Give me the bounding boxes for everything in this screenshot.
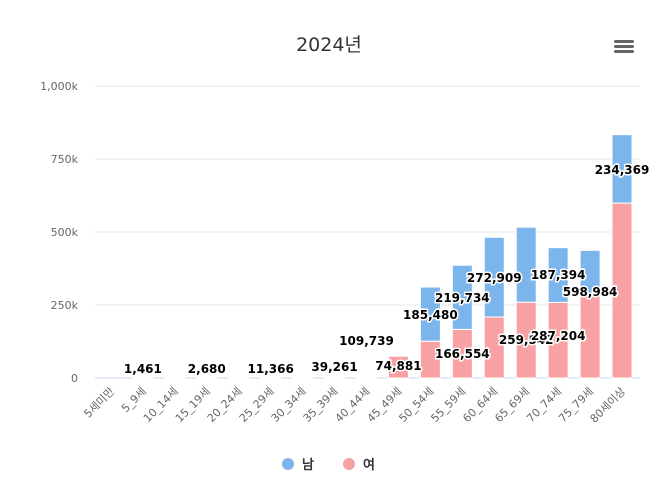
bar-male <box>483 236 505 318</box>
data-label: 259,542 <box>499 333 554 347</box>
y-tick-label: 750k <box>51 153 79 166</box>
x-tick-label: 80세이상 <box>588 385 629 426</box>
data-label: 272,909 <box>467 271 522 285</box>
data-label: 109,739 <box>339 334 394 348</box>
x-tick-label: 5_9세 <box>119 385 149 415</box>
y-tick-label: 1,000k <box>40 80 78 93</box>
hamburger-menu-icon[interactable] <box>614 38 634 56</box>
data-label: 2,680 <box>188 362 226 376</box>
data-label: 39,261 <box>311 360 357 374</box>
legend-label-male: 남 <box>302 458 314 473</box>
data-label: 287,204 <box>531 329 586 343</box>
data-label: 11,366 <box>248 362 294 376</box>
data-label: 1,461 <box>124 362 162 376</box>
bar-male <box>419 286 441 342</box>
bar-male <box>515 226 537 303</box>
bar-male <box>451 264 473 330</box>
bar-male <box>547 247 569 303</box>
legend-item-male[interactable]: 남 <box>282 454 314 473</box>
legend-dot-male <box>282 457 294 470</box>
y-tick-label: 0 <box>71 372 78 385</box>
chart-title: 2024년 <box>296 34 362 56</box>
data-label: 166,554 <box>435 347 490 361</box>
data-label: 234,369 <box>595 163 650 177</box>
bar-male <box>579 249 601 295</box>
data-label: 219,734 <box>435 291 490 305</box>
data-label: 185,480 <box>403 308 458 322</box>
data-label: 74,881 <box>375 359 421 373</box>
data-label: 187,394 <box>531 268 586 282</box>
legend-dot-female <box>343 457 355 470</box>
data-label: 598,984 <box>563 285 618 299</box>
bar-male <box>611 134 633 204</box>
x-tick-label: 5세미만 <box>81 385 117 421</box>
legend-item-female[interactable]: 여 <box>343 454 375 473</box>
legend-label-female: 여 <box>363 458 375 473</box>
y-tick-label: 500k <box>51 226 79 239</box>
y-tick-label: 250k <box>51 299 79 312</box>
